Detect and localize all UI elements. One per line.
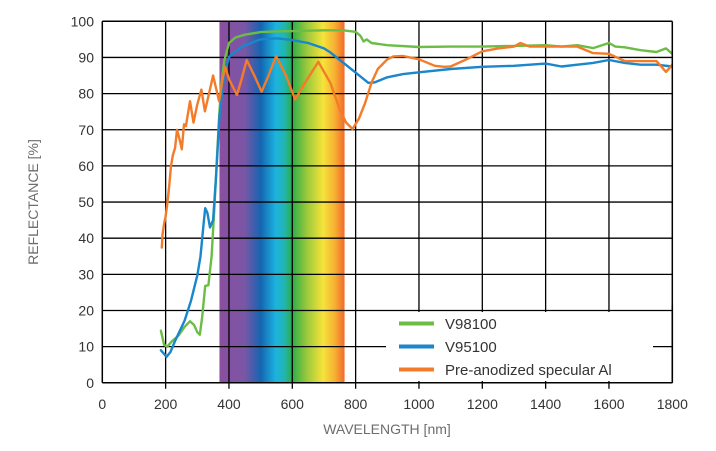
y-tick-labels: 0 10 20 30 40 50 60 70 80 90 100 [71, 13, 95, 391]
legend-item: Pre-anodized specular Al [399, 362, 612, 379]
gridlines [102, 21, 673, 389]
legend-label: V95100 [445, 339, 497, 356]
legend-label: V98100 [445, 316, 497, 333]
series-lines [159, 29, 673, 358]
x-tick-label: 1800 [657, 396, 688, 412]
x-tick-label: 1400 [530, 396, 561, 412]
x-axis-title: WAVELENGTH [nm] [323, 421, 451, 437]
x-tick-label: 400 [217, 396, 241, 412]
y-axis-title: REFLECTANCE [%] [25, 139, 41, 265]
y-tick-label: 0 [86, 375, 94, 391]
x-tick-labels: 0 200 400 600 800 1000 1200 1400 1600 1800 [98, 396, 688, 412]
series-line-v98100 [159, 29, 673, 348]
legend-label: Pre-anodized specular Al [445, 362, 612, 379]
y-tick-label: 20 [78, 303, 94, 319]
x-tick-label: 800 [344, 396, 368, 412]
series-line-v95100 [159, 37, 673, 358]
y-tick-label: 90 [78, 49, 94, 65]
legend-item: V98100 [399, 316, 497, 333]
y-tick-label: 50 [78, 194, 94, 210]
y-tick-label: 40 [78, 230, 94, 246]
legend-item: V95100 [399, 339, 497, 356]
x-tick-label: 200 [154, 396, 178, 412]
y-tick-label: 30 [78, 266, 94, 282]
x-tick-label: 1000 [403, 396, 434, 412]
x-tick-label: 1600 [593, 396, 624, 412]
x-tick-label: 0 [98, 396, 106, 412]
y-tick-label: 80 [78, 86, 94, 102]
x-tick-label: 1200 [467, 396, 498, 412]
y-tick-label: 60 [78, 158, 94, 174]
y-tick-label: 100 [71, 13, 95, 29]
y-tick-label: 70 [78, 122, 94, 138]
x-tick-label: 600 [281, 396, 305, 412]
y-tick-label: 10 [78, 339, 94, 355]
series-line-pre-anodized-specular-al [160, 41, 673, 249]
legend: V98100 V95100 Pre-anodized specular Al [386, 305, 674, 384]
